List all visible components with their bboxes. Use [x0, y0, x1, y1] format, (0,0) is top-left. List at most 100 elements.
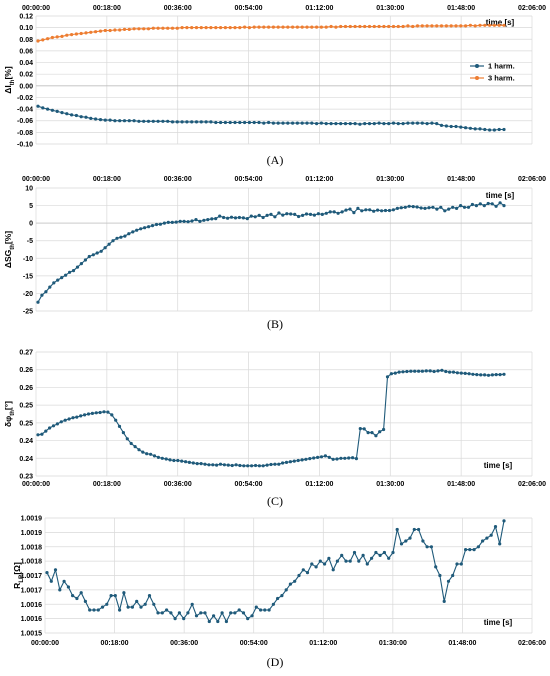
y-tick-label: 0.00 [19, 83, 33, 90]
data-point [36, 433, 40, 437]
data-point [127, 119, 131, 123]
data-point [295, 121, 299, 125]
data-point [276, 596, 280, 601]
data-point [429, 545, 433, 549]
data-point [295, 25, 299, 29]
panel-caption: (B) [267, 317, 283, 331]
data-point [473, 127, 477, 131]
data-point [191, 461, 195, 465]
data-point [435, 207, 439, 211]
data-point [383, 208, 388, 213]
data-point [60, 276, 64, 280]
data-point [107, 242, 111, 246]
data-point [194, 26, 199, 30]
data-point [348, 24, 352, 29]
y-tick-label: 5 [29, 203, 33, 210]
data-point [108, 118, 112, 122]
x-tick-label: 00:00:00 [31, 640, 59, 647]
data-point [203, 462, 207, 466]
data-point [459, 562, 463, 566]
data-point [199, 462, 203, 466]
y-tick-label: -5 [27, 238, 33, 245]
data-point [230, 463, 234, 468]
legend-label: 1 harm. [488, 62, 515, 71]
y-tick-label: 0.23 [19, 474, 33, 481]
data-point [156, 26, 160, 30]
data-point [166, 26, 170, 30]
data-point [271, 602, 275, 606]
y-tick-label: -0.10 [17, 142, 33, 149]
data-point [94, 30, 98, 34]
data-point [424, 369, 428, 373]
data-point [228, 26, 232, 30]
data-point [451, 573, 455, 578]
data-point [439, 205, 443, 209]
data-point [454, 124, 458, 129]
data-point [396, 122, 400, 126]
data-point [277, 462, 281, 466]
data-point [442, 599, 446, 604]
y-tick-label: -20 [23, 291, 33, 298]
data-point [139, 605, 143, 609]
data-point [207, 619, 211, 624]
data-point [113, 28, 117, 32]
data-point [339, 456, 343, 460]
y-tick-label: 0.27 [19, 350, 33, 357]
data-point [154, 222, 159, 227]
data-point [348, 559, 352, 563]
data-point [449, 124, 453, 129]
data-point [269, 212, 273, 216]
data-point [408, 536, 412, 540]
data-point [204, 120, 208, 124]
series-line [37, 105, 504, 131]
data-point [382, 24, 386, 29]
data-point [46, 37, 50, 41]
data-point [185, 26, 189, 30]
data-point [60, 34, 64, 39]
x-tick-label: 02:06:00 [518, 481, 546, 488]
y-tick-label: 0.12 [19, 14, 33, 21]
data-point [50, 35, 55, 40]
data-point [59, 420, 63, 424]
data-point [133, 445, 137, 449]
data-point [50, 108, 55, 112]
y-tick-label: 10 [25, 186, 33, 193]
data-point [55, 422, 60, 426]
y-tick-label: -15 [23, 273, 33, 280]
data-point [281, 25, 285, 29]
data-point [447, 207, 451, 211]
y-tick-label: 1.0015 [21, 631, 43, 638]
data-point [374, 550, 378, 555]
data-point [464, 24, 468, 28]
data-point [425, 24, 429, 28]
data-point [357, 559, 361, 563]
data-point [365, 562, 369, 566]
data-point [199, 611, 203, 615]
data-point [343, 456, 347, 460]
data-point [343, 24, 348, 29]
data-point [340, 210, 344, 214]
data-point [186, 220, 190, 224]
data-point [339, 24, 343, 29]
data-point [222, 463, 226, 467]
data-point [142, 27, 146, 31]
x-tick-label: 00:36:00 [164, 176, 192, 183]
data-point [265, 213, 269, 217]
data-point [475, 373, 479, 377]
data-point [176, 458, 180, 463]
data-point [425, 545, 429, 549]
data-point [56, 278, 60, 282]
data-point [156, 119, 160, 123]
data-point [451, 370, 456, 374]
data-point [215, 463, 219, 467]
data-point [185, 120, 189, 124]
data-point [488, 128, 492, 132]
data-point [145, 452, 149, 456]
data-point [206, 218, 210, 222]
data-point [46, 107, 50, 111]
data-point [423, 206, 427, 210]
data-point [247, 26, 251, 30]
data-point [444, 24, 448, 28]
data-point [417, 369, 421, 373]
data-point [389, 372, 393, 376]
